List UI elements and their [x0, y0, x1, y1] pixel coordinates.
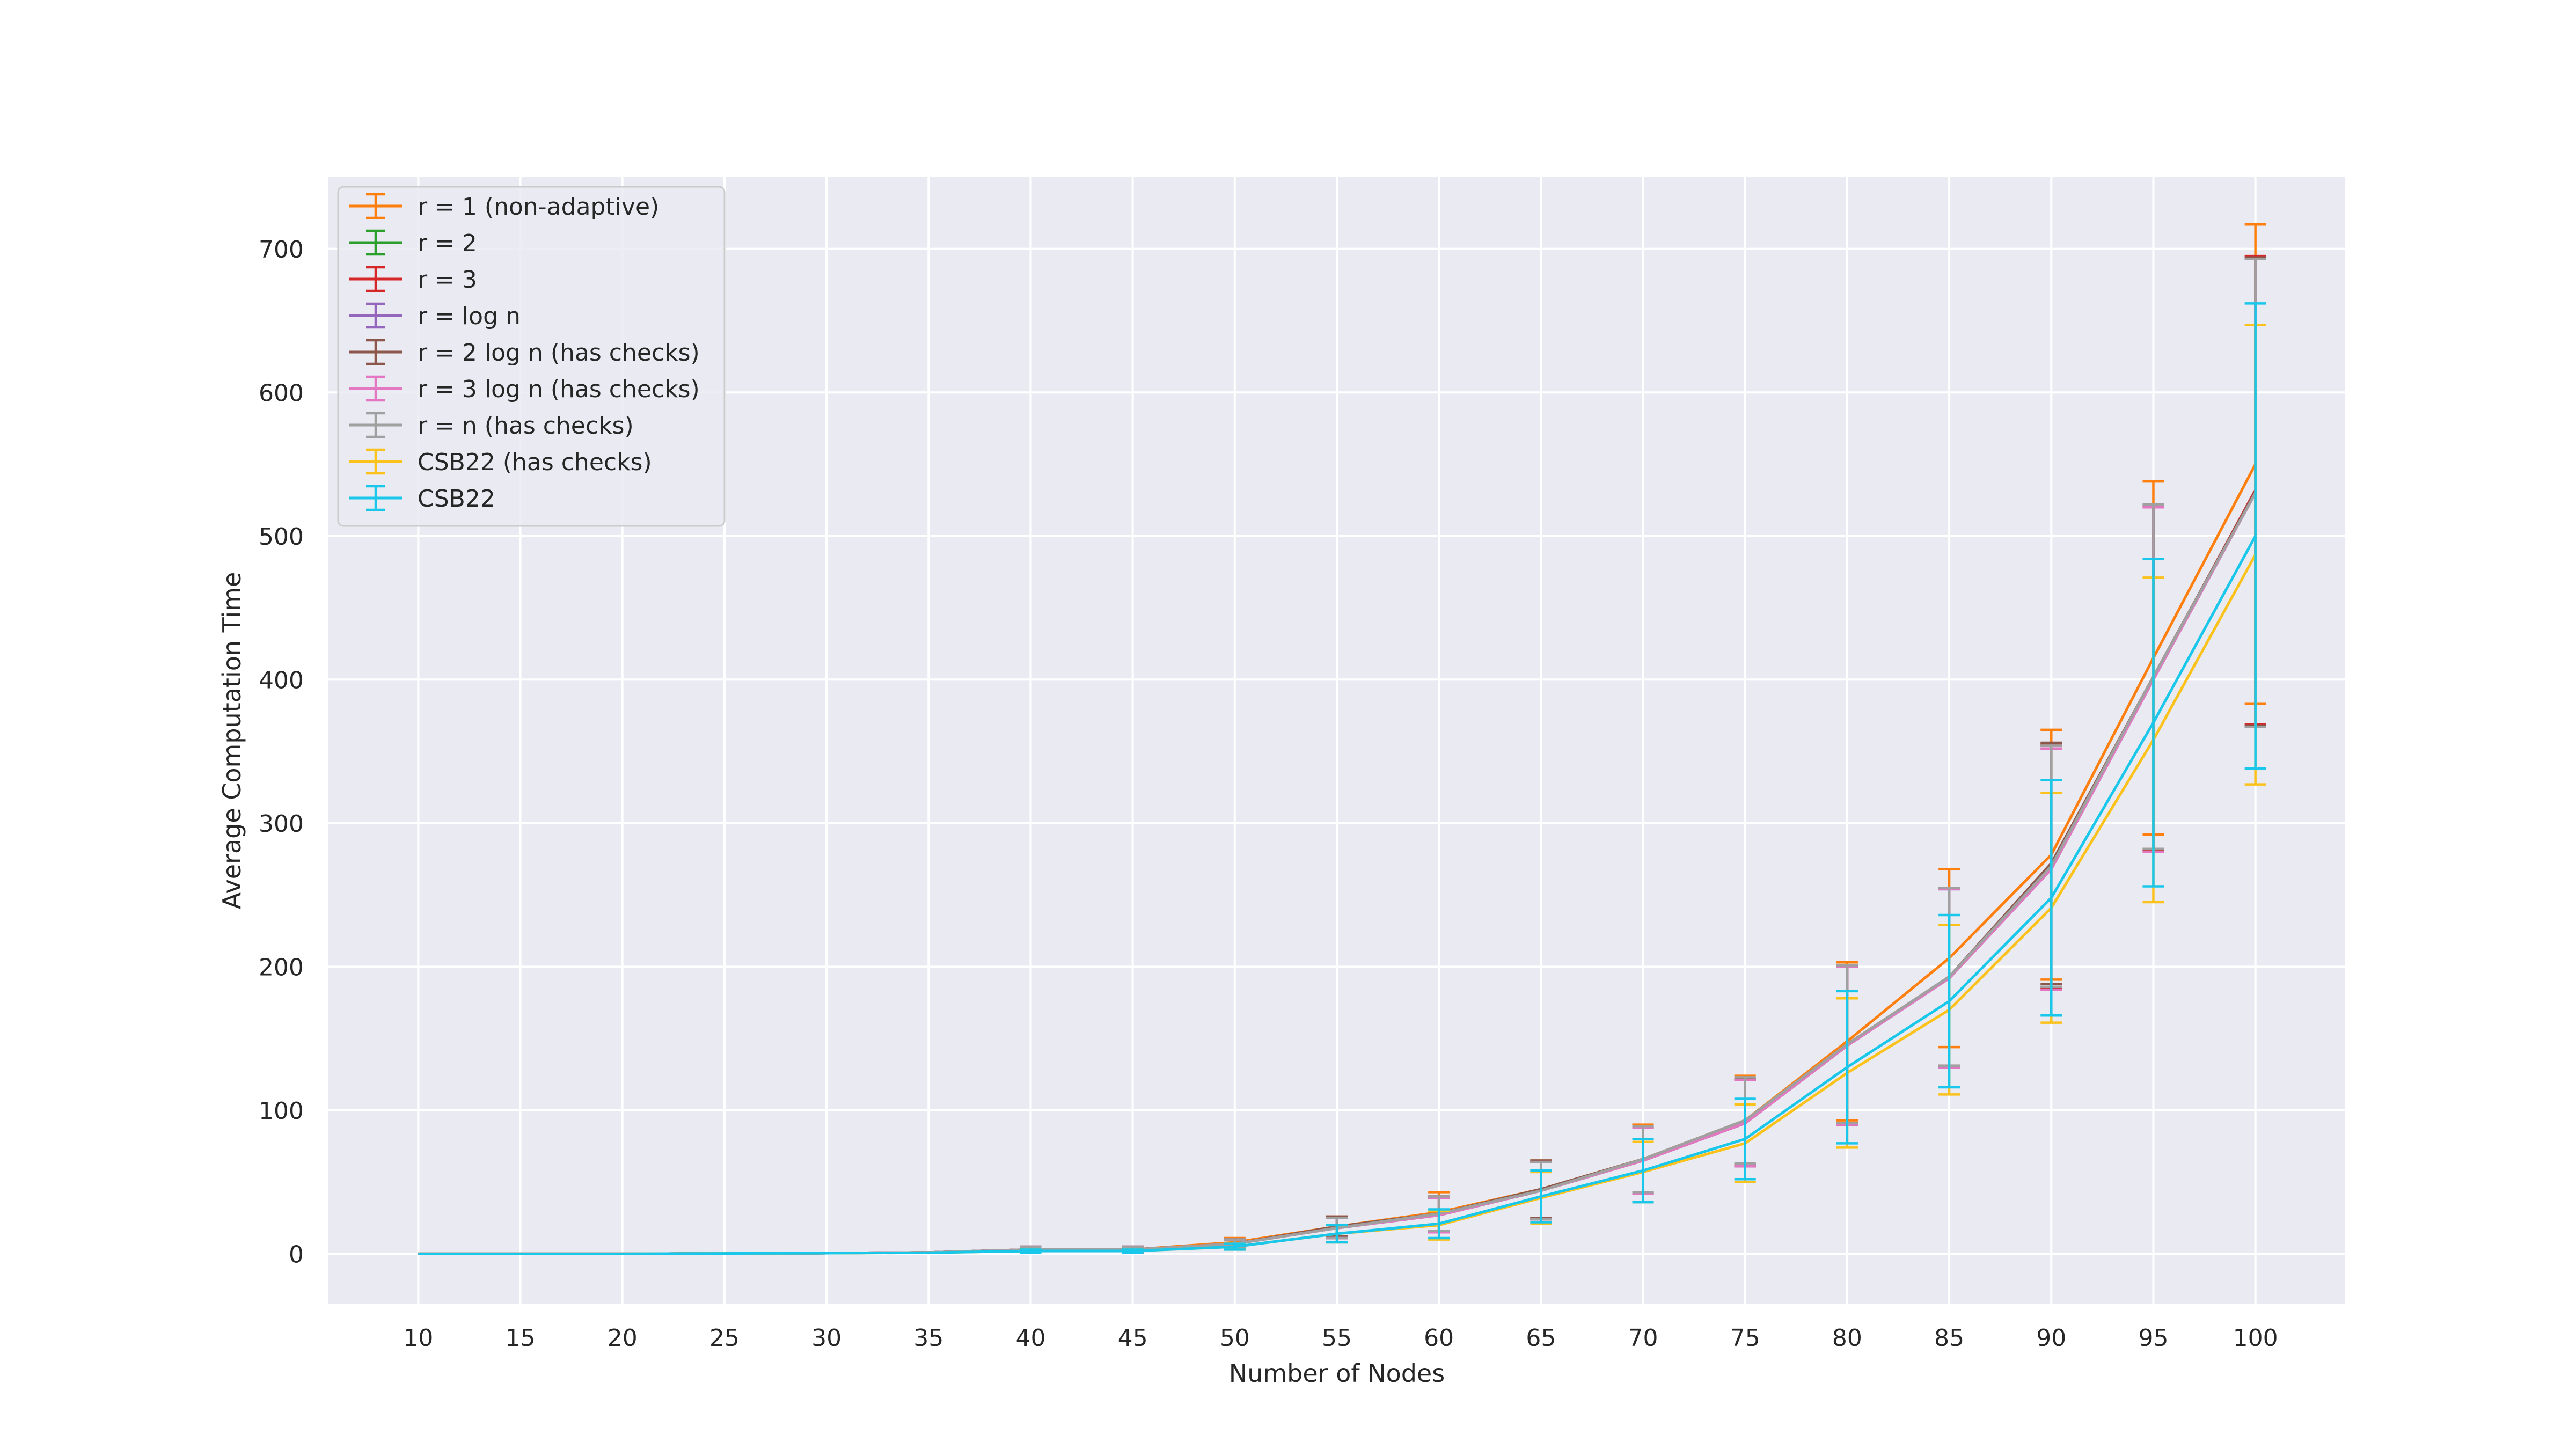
legend-label: r = 3 [418, 266, 477, 294]
series-line [418, 535, 2257, 1255]
y-tick-label: 300 [259, 810, 304, 838]
x-tick-label: 60 [1424, 1324, 1454, 1352]
x-tick-label: 35 [913, 1324, 943, 1352]
legend-frame [337, 186, 726, 527]
legend-label: r = 1 (non-adaptive) [418, 193, 659, 221]
series-layer [418, 223, 2266, 1255]
x-tick-label: 15 [506, 1324, 536, 1352]
y-tick-label: 0 [289, 1241, 304, 1268]
x-tick-label: 25 [709, 1324, 740, 1352]
x-axis-label: Number of Nodes [1229, 1359, 1445, 1388]
x-tick-label: 50 [1220, 1324, 1250, 1352]
x-tick-labels: 10 15 20 25 30 35 40 45 50 55 60 65 70 75 80 85 90 95 100 [403, 1324, 2278, 1352]
series-group [418, 302, 2266, 1255]
x-tick-label: 70 [1628, 1324, 1658, 1352]
y-tick-label: 600 [259, 379, 304, 407]
y-tick-label: 500 [259, 523, 304, 551]
legend-label: r = log n [418, 303, 521, 330]
y-tick-label: 200 [259, 954, 304, 981]
x-tick-label: 55 [1322, 1324, 1352, 1352]
x-tick-label: 100 [2233, 1324, 2278, 1352]
x-tick-label: 30 [811, 1324, 841, 1352]
legend-label: r = 2 [418, 230, 477, 257]
legend-label: r = 2 log n (has checks) [418, 339, 700, 367]
y-tick-label: 100 [259, 1097, 304, 1125]
legend-label: r = n (has checks) [418, 412, 634, 440]
x-tick-label: 75 [1730, 1324, 1760, 1352]
legend-label: CSB22 (has checks) [418, 449, 652, 476]
y-tick-label: 400 [259, 667, 304, 694]
x-tick-label: 10 [403, 1324, 433, 1352]
x-tick-label: 85 [1934, 1324, 1964, 1352]
x-tick-label: 65 [1526, 1324, 1556, 1352]
y-tick-label: 700 [259, 236, 304, 264]
legend: r = 1 (non-adaptive) r = 2 r = 3 r = log n r… [337, 186, 726, 527]
x-tick-label: 20 [608, 1324, 638, 1352]
x-tick-label: 90 [2036, 1324, 2066, 1352]
legend-label: r = 3 log n (has checks) [418, 376, 700, 403]
x-tick-label: 95 [2138, 1324, 2168, 1352]
y-axis-label: Average Computation Time [217, 572, 246, 909]
y-tick-labels: 0 100 200 300 400 500 600 700 [259, 236, 304, 1269]
x-tick-label: 45 [1118, 1324, 1148, 1352]
legend-label: CSB22 [418, 485, 495, 513]
x-tick-label: 40 [1015, 1324, 1045, 1352]
x-tick-label: 80 [1832, 1324, 1862, 1352]
